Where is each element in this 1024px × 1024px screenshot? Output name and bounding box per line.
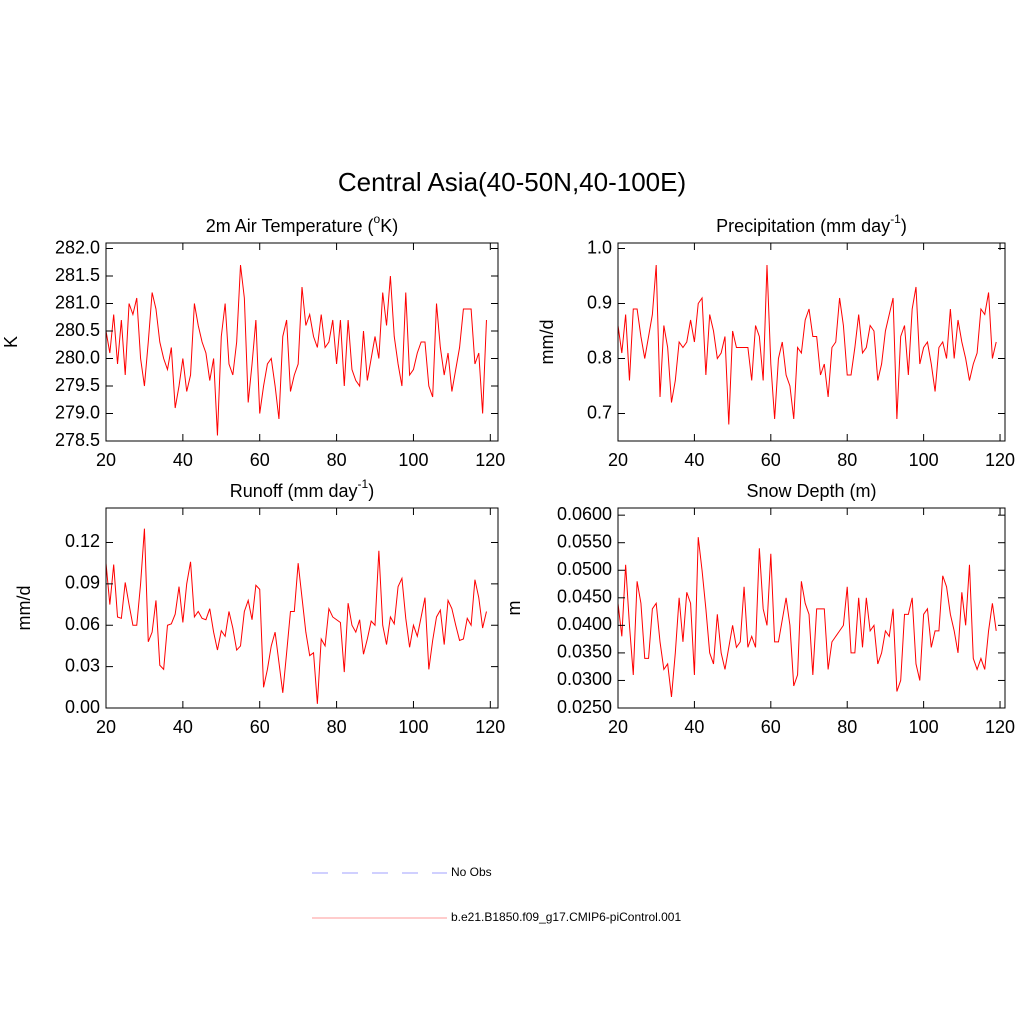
y-tick-label: 0.7: [587, 402, 612, 422]
y-tick-label: 0.0450: [557, 587, 612, 607]
panel-title: Runoff (mm day-1): [230, 477, 374, 501]
title-part: ): [368, 481, 374, 501]
data-line: [617, 537, 997, 698]
y-axis-label: m: [504, 601, 524, 616]
y-tick-label: 281.5: [55, 265, 100, 285]
x-tick-label: 20: [96, 450, 116, 470]
x-tick-label: 20: [96, 717, 116, 737]
x-tick-label: 120: [985, 717, 1015, 737]
title-part: Precipitation (mm day: [716, 216, 890, 236]
y-tick-label: 0.12: [65, 531, 100, 551]
x-tick-label: 40: [173, 450, 193, 470]
x-tick-label: 80: [837, 450, 857, 470]
title-part: Snow Depth (m): [746, 481, 876, 501]
y-tick-label: 0.0600: [557, 504, 612, 524]
y-axis-label: K: [1, 336, 21, 348]
y-tick-label: 0.8: [587, 347, 612, 367]
title-part: -1: [358, 477, 369, 491]
x-tick-label: 100: [398, 717, 428, 737]
y-tick-label: 0.09: [65, 573, 100, 593]
y-tick-label: 280.0: [55, 347, 100, 367]
panel-title: Snow Depth (m): [746, 481, 876, 501]
figure-title: Central Asia(40-50N,40-100E): [338, 167, 686, 197]
x-tick-label: 120: [475, 717, 505, 737]
y-tick-label: 281.0: [55, 292, 100, 312]
y-tick-label: 0.06: [65, 614, 100, 634]
title-part: o: [374, 212, 381, 226]
y-tick-label: 279.5: [55, 375, 100, 395]
y-tick-label: 279.0: [55, 402, 100, 422]
title-part: K): [380, 216, 398, 236]
title-part: Runoff (mm day: [230, 481, 358, 501]
y-tick-label: 0.9: [587, 292, 612, 312]
legend-label: b.e21.B1850.f09_g17.CMIP6-piControl.001: [451, 910, 681, 924]
y-axis-label: mm/d: [537, 320, 557, 365]
plot-frame: [105, 507, 499, 709]
title-part: ): [901, 216, 907, 236]
x-tick-label: 60: [250, 450, 270, 470]
x-tick-label: 20: [608, 717, 628, 737]
panel-title: Precipitation (mm day-1): [716, 212, 907, 236]
x-tick-label: 100: [909, 450, 939, 470]
x-tick-label: 120: [475, 450, 505, 470]
y-axis-label: mm/d: [14, 586, 34, 631]
y-tick-label: 1.0: [587, 237, 612, 257]
y-tick-label: 0.0300: [557, 669, 612, 689]
data-line: [105, 528, 487, 704]
y-tick-label: 0.00: [65, 697, 100, 717]
x-tick-label: 20: [608, 450, 628, 470]
plot-frame: [617, 507, 1006, 709]
y-tick-label: 0.0350: [557, 642, 612, 662]
title-part: 2m Air Temperature (: [206, 216, 374, 236]
x-tick-label: 120: [985, 450, 1015, 470]
x-tick-label: 60: [761, 450, 781, 470]
data-line: [105, 264, 487, 436]
x-tick-label: 80: [327, 450, 347, 470]
x-tick-label: 80: [327, 717, 347, 737]
panel-title: 2m Air Temperature (oK): [206, 212, 398, 236]
plot-frame: [617, 242, 1006, 442]
y-tick-label: 0.0400: [557, 614, 612, 634]
y-tick-label: 0.03: [65, 655, 100, 675]
x-tick-label: 40: [684, 450, 704, 470]
y-tick-label: 0.0250: [557, 697, 612, 717]
x-tick-label: 60: [761, 717, 781, 737]
x-tick-label: 60: [250, 717, 270, 737]
y-tick-label: 282.0: [55, 237, 100, 257]
plot-frame: [105, 242, 499, 442]
x-tick-label: 100: [398, 450, 428, 470]
x-tick-label: 40: [684, 717, 704, 737]
y-tick-label: 0.0550: [557, 531, 612, 551]
y-tick-label: 280.5: [55, 320, 100, 340]
data-line: [617, 264, 997, 425]
x-tick-label: 40: [173, 717, 193, 737]
x-tick-label: 100: [909, 717, 939, 737]
y-tick-label: 0.0500: [557, 559, 612, 579]
x-tick-label: 80: [837, 717, 857, 737]
legend-label: No Obs: [451, 865, 492, 879]
title-part: -1: [890, 212, 901, 226]
y-tick-label: 278.5: [55, 430, 100, 450]
